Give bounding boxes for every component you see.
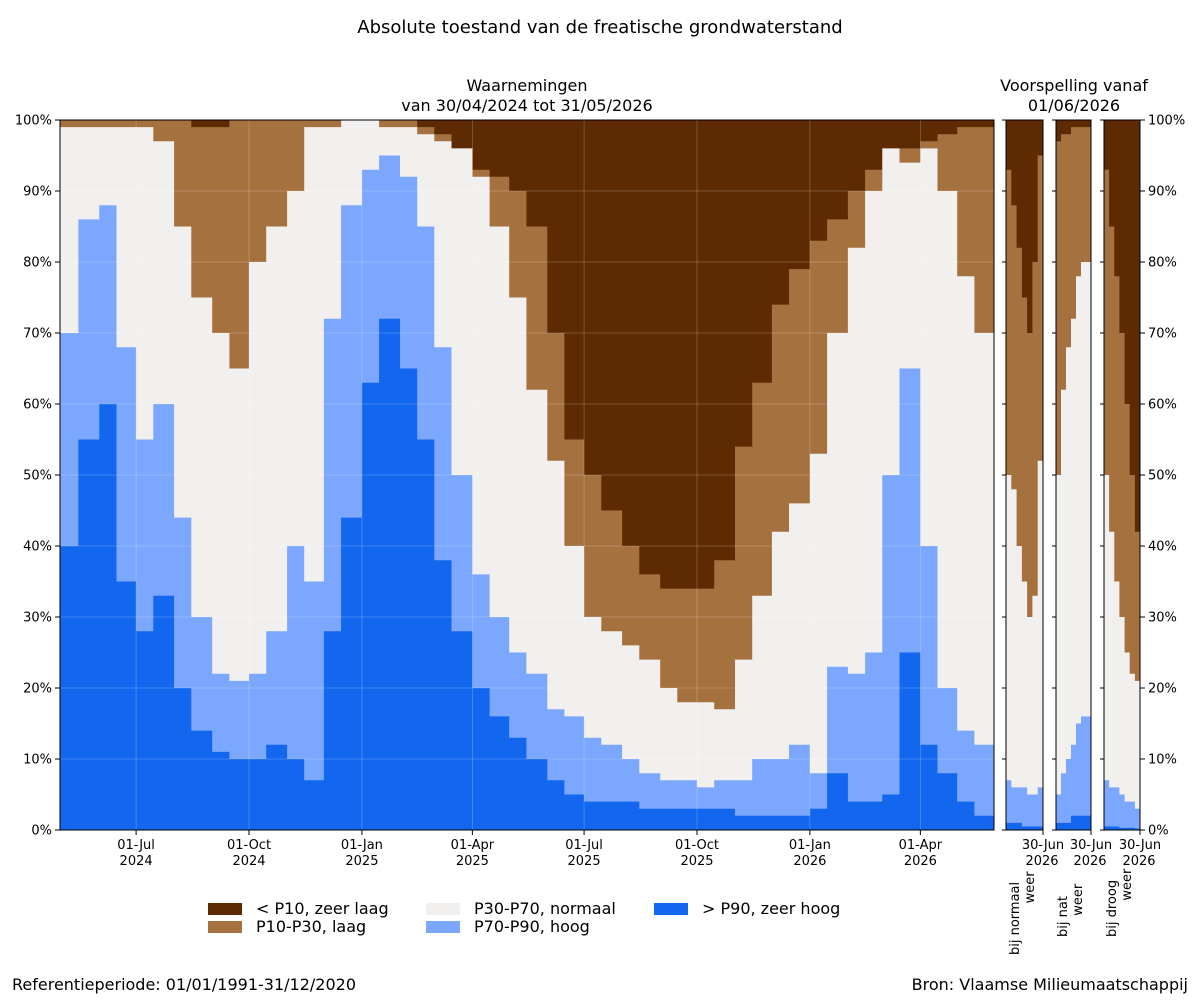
- legend-swatch-zeer-hoog: [654, 903, 688, 915]
- observations-panel-title: Waarnemingen van 30/04/2024 tot 31/05/20…: [60, 76, 994, 116]
- forecast-3-area-hoog: [1104, 780, 1140, 830]
- reference-period: Referentieperiode: 01/01/1991-31/12/2020: [12, 975, 356, 994]
- legend-label-normaal: P30-P70, normaal: [474, 899, 616, 918]
- forecast-panel-title: Voorspelling vanaf 01/06/2026: [990, 76, 1158, 116]
- y-tick-label: 90%: [23, 185, 52, 200]
- legend-label-hoog: P70-P90, hoog: [474, 917, 590, 936]
- x-tick-label: 01-Apr: [451, 838, 495, 853]
- x-tick-label: 01-Jul: [117, 838, 155, 853]
- x-tick-label-year: 2026: [793, 854, 826, 869]
- y-tick-label: 0%: [31, 824, 52, 839]
- forecast-3-area-normaal: [1104, 475, 1140, 830]
- x-tick-label: 01-Oct: [227, 838, 271, 853]
- right-y-tick-label: 50%: [1148, 469, 1177, 484]
- y-tick-label: 30%: [23, 611, 52, 626]
- right-y-tick-label: 100%: [1148, 114, 1185, 129]
- forecast-x-tick-label-year: 2026: [1025, 854, 1058, 869]
- right-y-tick-label: 20%: [1148, 682, 1177, 697]
- forecast-x-tick-label: 30-Jun: [1119, 838, 1161, 853]
- legend-swatch-normaal: [426, 903, 460, 915]
- y-tick-label: 80%: [23, 256, 52, 271]
- x-tick-label: 01-Jan: [789, 838, 831, 853]
- x-tick-label-year: 2025: [456, 854, 489, 869]
- legend-label-laag: P10-P30, laag: [256, 917, 367, 936]
- forecast-1-scenario-label: bij normaal weer: [1008, 871, 1038, 955]
- scenario-label-line: weer: [1120, 868, 1135, 901]
- obs-area-hoog: [60, 155, 994, 830]
- right-y-tick-label: 30%: [1148, 611, 1177, 626]
- forecast-2-area-hoog: [1056, 716, 1091, 830]
- x-tick-label-year: 2024: [120, 854, 153, 869]
- forecast-2-scenario-label: bij nat weer: [1056, 883, 1086, 937]
- x-tick-label: 01-Jul: [565, 838, 603, 853]
- right-y-tick-label: 0%: [1148, 824, 1169, 839]
- y-tick-label: 100%: [15, 114, 52, 129]
- x-tick-label-year: 2025: [345, 854, 378, 869]
- forecast-x-tick-label-year: 2026: [1122, 854, 1155, 869]
- legend-label-zeer-hoog: > P90, zeer hoog: [702, 899, 841, 918]
- forecast-2-area-normaal: [1056, 262, 1091, 830]
- right-y-tick-label: 80%: [1148, 256, 1177, 271]
- forecast-2-area-zeer-hoog: [1056, 815, 1091, 830]
- data-source: Bron: Vlaamse Milieumaatschappij: [911, 975, 1188, 994]
- y-tick-label: 70%: [23, 327, 52, 342]
- y-tick-label: 50%: [23, 469, 52, 484]
- legend-swatch-zeer-laag: [208, 903, 242, 915]
- right-y-tick-label: 60%: [1148, 398, 1177, 413]
- x-tick-label-year: 2025: [680, 854, 713, 869]
- x-tick-label: 01-Jan: [341, 838, 383, 853]
- scenario-label-line: weer: [1071, 883, 1086, 916]
- forecast-1-area-normaal: [1006, 460, 1043, 830]
- x-tick-label-year: 2024: [232, 854, 265, 869]
- x-tick-label-year: 2025: [568, 854, 601, 869]
- forecast-3-scenario-label: bij droog weer: [1105, 868, 1135, 937]
- legend-swatch-hoog: [426, 921, 460, 933]
- observations-title-line-1: Waarnemingen: [466, 76, 588, 95]
- right-y-tick-label: 40%: [1148, 540, 1177, 555]
- forecast-x-tick-label: 30-Jun: [1022, 838, 1064, 853]
- legend-swatch-laag: [208, 921, 242, 933]
- forecast-title-line-1: Voorspelling vanaf: [1000, 76, 1148, 95]
- y-tick-label: 10%: [23, 753, 52, 768]
- legend-label-zeer-laag: < P10, zeer laag: [256, 899, 389, 918]
- scenario-label-line: weer: [1023, 871, 1038, 904]
- scenario-label-line: bij droog: [1105, 880, 1120, 937]
- x-tick-label: 01-Apr: [899, 838, 943, 853]
- y-tick-label: 20%: [23, 682, 52, 697]
- right-y-tick-label: 90%: [1148, 185, 1177, 200]
- x-tick-label-year: 2026: [904, 854, 937, 869]
- y-tick-label: 60%: [23, 398, 52, 413]
- observations-title-line-2: van 30/04/2024 tot 31/05/2026: [401, 96, 653, 115]
- x-tick-label: 01-Oct: [675, 838, 719, 853]
- forecast-title-line-2: 01/06/2026: [1027, 96, 1121, 115]
- y-tick-label: 40%: [23, 540, 52, 555]
- right-y-tick-label: 10%: [1148, 753, 1177, 768]
- forecast-1-area-zeer-hoog: [1006, 822, 1043, 830]
- forecast-3-area-zeer-hoog: [1104, 826, 1140, 830]
- scenario-label-line: bij normaal: [1008, 882, 1023, 955]
- right-y-tick-label: 70%: [1148, 327, 1177, 342]
- obs-area-zeer-hoog: [60, 318, 994, 830]
- forecast-1-area-hoog: [1006, 780, 1043, 830]
- forecast-x-tick-label-year: 2026: [1073, 854, 1106, 869]
- forecast-x-tick-label: 30-Jun: [1070, 838, 1112, 853]
- scenario-label-line: bij nat: [1056, 896, 1071, 937]
- chart-title: Absolute toestand van de freatische gron…: [357, 17, 843, 38]
